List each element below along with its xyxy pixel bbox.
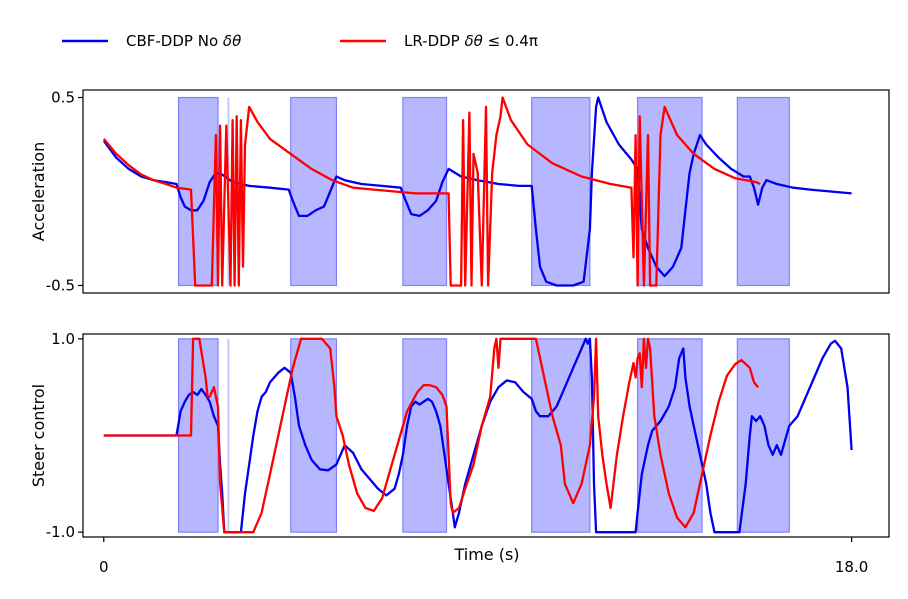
steer-y-axis-label: Steer control [29, 384, 48, 487]
steer-control-panel: -1.0 1.0 0 18.0 Steer control [29, 330, 890, 576]
steer-axes-frame [82, 333, 890, 538]
accel-shaded-interval [736, 96, 790, 287]
legend-entry-cbf: CBF-DDP No δθ [126, 32, 241, 50]
accel-shaded-interval [290, 96, 338, 287]
steer-shaded-interval [402, 338, 448, 533]
accel-ytick-label: -0.5 [46, 276, 75, 294]
steer-ytick-label: -1.0 [46, 523, 75, 541]
steer-ytick-label: 1.0 [51, 330, 75, 348]
steer-series-lr-ddp [103, 337, 759, 534]
steer-xtick-label: 18.0 [835, 558, 868, 576]
accel-ytick-label: 0.5 [51, 89, 75, 107]
accel-series-lr-ddp [102, 96, 761, 287]
accel-axes-frame [82, 89, 890, 294]
steer-shaded-interval [736, 338, 790, 533]
steer-xtick-label: 0 [99, 558, 109, 576]
legend: CBF-DDP No δθ LR-DDP δθ ≤ 0.4π [62, 32, 538, 50]
accel-shaded-interval [531, 96, 591, 287]
acceleration-panel: -0.5 0.5 Acceleration [29, 89, 890, 294]
legend-entry-lr: LR-DDP δθ ≤ 0.4π [404, 32, 538, 50]
steer-shaded-interval [637, 338, 703, 533]
steer-shaded-interval [531, 338, 591, 533]
steer-shaded-interval [290, 338, 338, 533]
accel-y-axis-label: Acceleration [29, 142, 48, 241]
x-axis-label: Time (s) [453, 545, 519, 564]
